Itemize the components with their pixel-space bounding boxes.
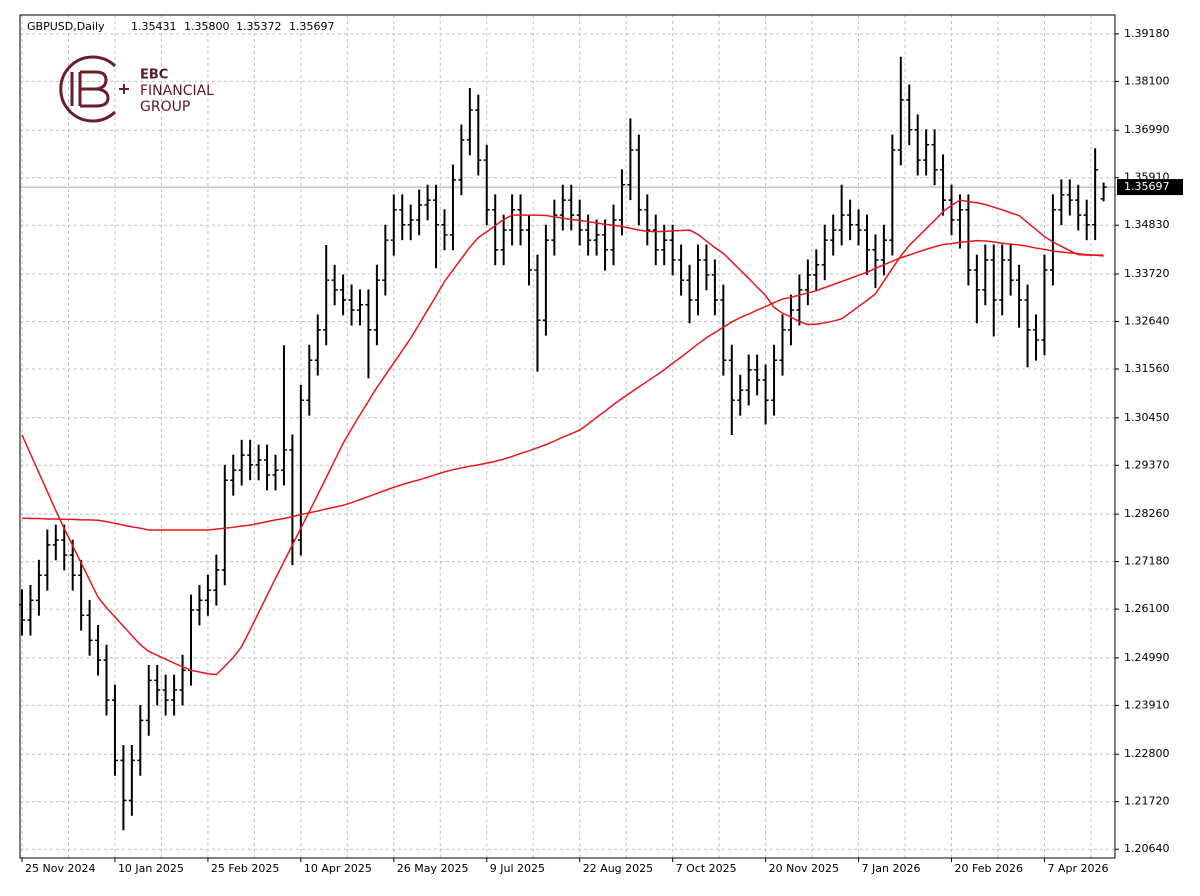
logo-text: EBC [140, 68, 168, 83]
y-tick-label: 1.38100 [1124, 74, 1170, 87]
x-tick-label: 7 Oct 2025 [676, 862, 737, 875]
current-price-label: 1.35697 [1124, 180, 1170, 193]
y-tick-label: 1.34830 [1124, 218, 1170, 231]
y-tick-label: 1.31560 [1124, 362, 1170, 375]
logo-text: FINANCIAL [140, 83, 214, 99]
logo-mark [70, 70, 110, 108]
y-tick-label: 1.20640 [1124, 842, 1170, 855]
y-tick-label: 1.23910 [1124, 698, 1170, 711]
price-bars [19, 56, 1107, 831]
open-label: 1.35431 [131, 20, 177, 33]
high-label: 1.35800 [184, 20, 230, 33]
x-tick-label: 10 Apr 2025 [304, 862, 372, 875]
x-tick-label: 20 Feb 2026 [955, 862, 1023, 875]
logo-ring [59, 55, 117, 123]
x-tick-label: 9 Jul 2025 [490, 862, 545, 875]
x-tick-label: 7 Jan 2026 [862, 862, 921, 875]
x-tick-label: 10 Jan 2025 [118, 862, 184, 875]
x-tick-label: 22 Aug 2025 [583, 862, 653, 875]
x-tick-label: 7 Apr 2026 [1047, 862, 1108, 875]
moving-averages [21, 199, 1104, 676]
y-tick-label: 1.21720 [1124, 795, 1170, 808]
y-tick-label: 1.29370 [1124, 458, 1170, 471]
moving-average [21, 199, 1104, 676]
y-tick-label: 1.32640 [1124, 315, 1170, 328]
plot-frame [19, 14, 1116, 859]
header: GBPUSD,Daily 1.35431 1.35800 1.35372 1.3… [27, 20, 335, 33]
x-tick-label: 25 Feb 2025 [211, 862, 279, 875]
logo: EBC FINANCIAL GROUP [59, 55, 214, 123]
y-tick-label: 1.24990 [1124, 651, 1170, 664]
logo-star [119, 84, 129, 94]
x-tick-label: 20 Nov 2025 [769, 862, 839, 875]
low-label: 1.35372 [236, 20, 282, 33]
y-tick-label: 1.27180 [1124, 555, 1170, 568]
y-tick-label: 1.28260 [1124, 507, 1170, 520]
symbol-label: GBPUSD,Daily [27, 20, 105, 33]
y-tick-label: 1.30450 [1124, 411, 1170, 424]
x-tick-label: 26 May 2025 [397, 862, 469, 875]
y-tick-label: 1.33720 [1124, 267, 1170, 280]
moving-average [21, 239, 1104, 531]
y-tick-label: 1.26100 [1124, 602, 1170, 615]
y-tick-label: 1.22800 [1124, 747, 1170, 760]
close-label: 1.35697 [289, 20, 335, 33]
axes: 1.391801.381001.369901.359101.348301.337… [21, 27, 1183, 875]
x-tick-label: 25 Nov 2024 [25, 862, 95, 875]
y-tick-label: 1.39180 [1124, 27, 1170, 40]
current-price-box [1117, 179, 1183, 196]
logo-text: GROUP [140, 99, 190, 115]
y-tick-label: 1.36990 [1124, 123, 1170, 136]
